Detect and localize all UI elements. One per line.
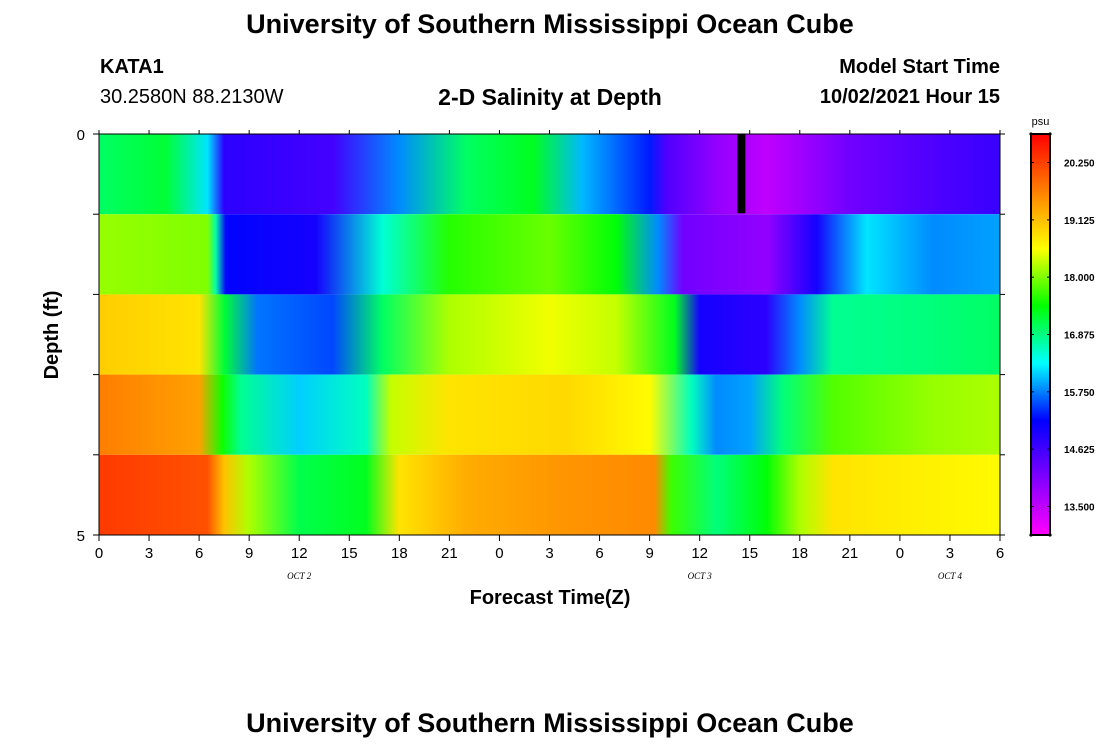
- x-tick-label: 18: [391, 545, 408, 562]
- x-tick-label: 12: [691, 545, 708, 562]
- x-tick-label: 9: [245, 545, 253, 562]
- x-tick-label: 9: [645, 545, 653, 562]
- chart-title-bottom: University of Southern Mississippi Ocean…: [246, 708, 854, 738]
- x-tick-label: 6: [195, 545, 203, 562]
- heatmap-layer-0: [99, 134, 1000, 215]
- colorbar-tick-label: 20.250: [1064, 159, 1095, 170]
- colorbar-tick-label: 14.625: [1064, 445, 1095, 456]
- x-tick-label: 6: [996, 545, 1004, 562]
- station-id: KATA1: [100, 56, 164, 78]
- x-tick-label: 15: [741, 545, 758, 562]
- colorbar-corner-dot: [1048, 132, 1052, 136]
- x-tick-label: 0: [896, 545, 904, 562]
- x-tick-label: 0: [495, 545, 503, 562]
- colorbar-tick-label: 13.500: [1064, 502, 1095, 513]
- heatmap-layer-1: [99, 214, 1000, 295]
- colorbar-corner-dot: [1048, 533, 1052, 537]
- colorbar-tick-label: 16.875: [1064, 331, 1095, 342]
- x-tick-label: 3: [145, 545, 153, 562]
- current-time-marker: [737, 134, 746, 214]
- y-tick-label: 0: [77, 127, 85, 144]
- x-tick-label: 0: [95, 545, 103, 562]
- chart-subtitle: 2-D Salinity at Depth: [438, 84, 662, 110]
- x-tick-label: 21: [841, 545, 858, 562]
- station-coordinates: 30.2580N 88.2130W: [100, 86, 284, 108]
- x-tick-label: 12: [291, 545, 308, 562]
- colorbar-corner-dot: [1029, 533, 1033, 537]
- date-label: OCT 3: [688, 571, 713, 581]
- model-start-value: 10/02/2021 Hour 15: [819, 86, 1000, 108]
- heatmap-layer-2: [99, 294, 1000, 375]
- heatmap-layers: [99, 134, 1000, 535]
- y-axis-label: Depth (ft): [41, 291, 63, 380]
- colorbar-unit: psu: [1032, 116, 1050, 128]
- colorbar-tick-label: 15.750: [1064, 388, 1095, 399]
- x-axis-label: Forecast Time(Z): [470, 587, 631, 609]
- colorbar-tick-label: 19.125: [1064, 216, 1095, 227]
- model-start-label: Model Start Time: [839, 56, 1000, 78]
- x-tick-label: 18: [791, 545, 808, 562]
- y-axis: 05: [77, 127, 1005, 545]
- x-axis: 0 3 6 9 12 15 18 21 0 3 6 9 12 15 18 21 0 3 6 OCT 2 OCT 3 OCT…: [95, 130, 1004, 581]
- colorbar: psu 13.500 14.625 15.750 16.875 18.000 19.125 2…: [1029, 116, 1095, 537]
- heatmap-layer-4: [99, 454, 1000, 535]
- colorbar-tick-label: 18.000: [1064, 273, 1095, 284]
- date-label: OCT 2: [287, 571, 312, 581]
- y-tick-label: 5: [77, 528, 85, 545]
- x-tick-label: 3: [545, 545, 553, 562]
- heatmap-layer-3: [99, 374, 1000, 455]
- chart-title-top: University of Southern Mississippi Ocean…: [246, 9, 854, 39]
- date-label: OCT 4: [938, 571, 963, 581]
- x-tick-label: 21: [441, 545, 458, 562]
- x-tick-label: 3: [946, 545, 954, 562]
- current-time-marker-group: [737, 134, 746, 214]
- x-tick-label: 15: [341, 545, 358, 562]
- x-tick-label: 6: [595, 545, 603, 562]
- colorbar-corner-dot: [1029, 132, 1033, 136]
